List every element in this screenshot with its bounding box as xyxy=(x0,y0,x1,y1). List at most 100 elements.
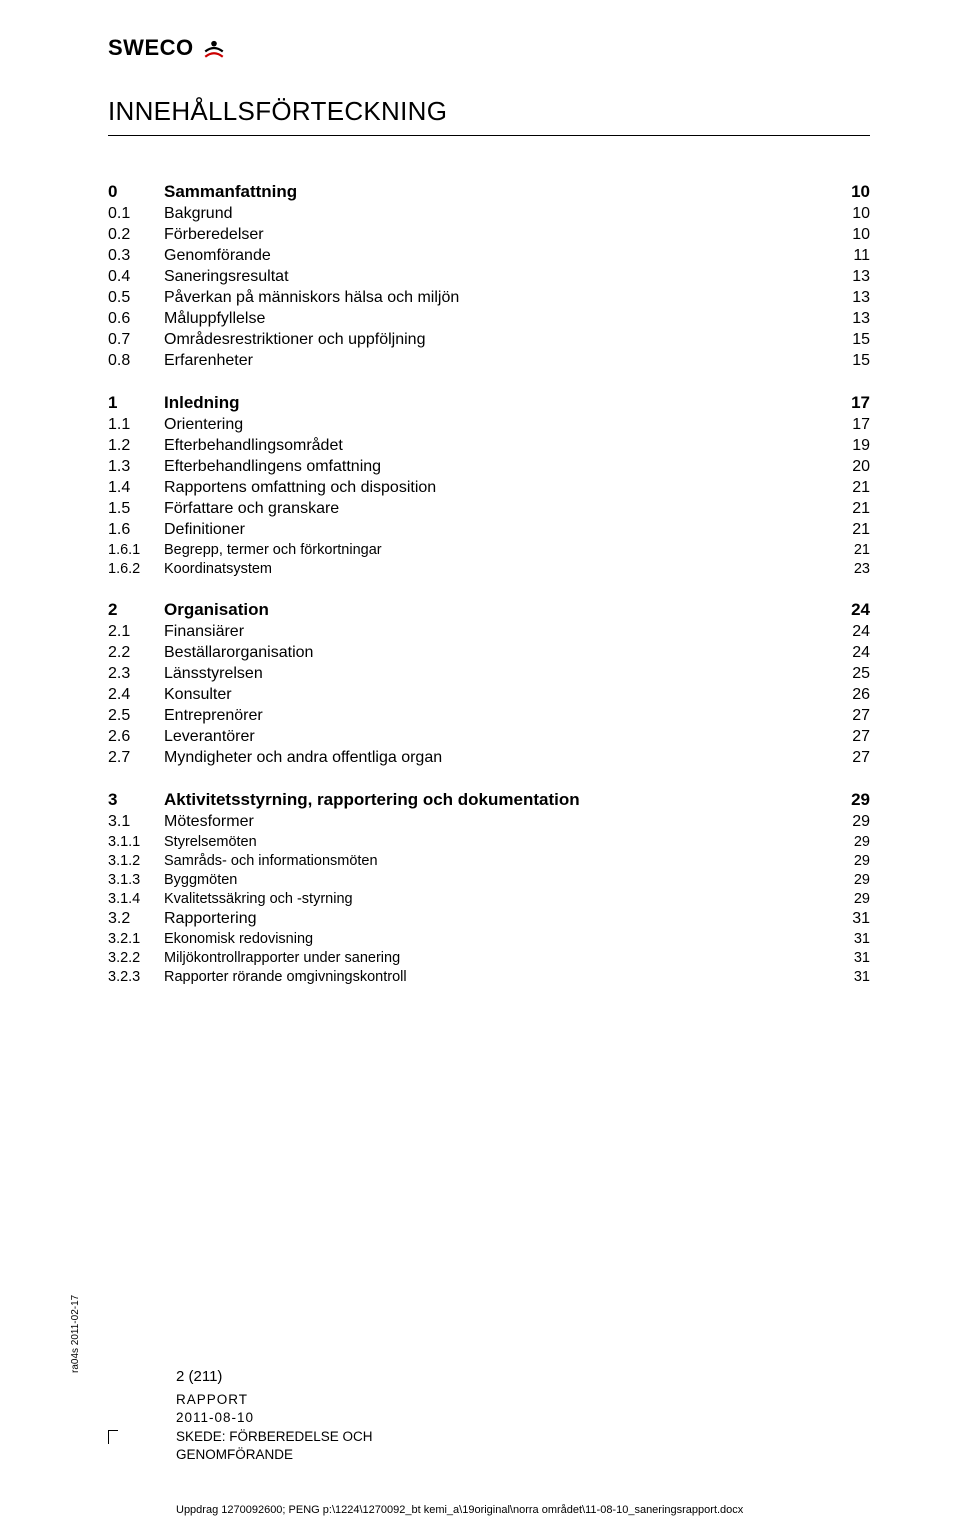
toc-label: Samråds- och informationsmöten xyxy=(164,853,830,869)
toc-label: Entreprenörer xyxy=(164,707,830,725)
toc-page: 31 xyxy=(830,950,870,966)
toc-page: 29 xyxy=(830,891,870,907)
toc-page: 21 xyxy=(830,479,870,497)
toc-page: 29 xyxy=(830,853,870,869)
toc-label: Aktivitetsstyrning, rapportering och dok… xyxy=(164,790,830,810)
toc-row: 2.4Konsulter26 xyxy=(108,684,870,705)
file-path: Uppdrag 1270092600; PENG p:\1224\1270092… xyxy=(176,1504,743,1516)
toc-row: 1.6Definitioner21 xyxy=(108,519,870,540)
toc-page: 25 xyxy=(830,665,870,683)
toc-number: 1.3 xyxy=(108,458,164,476)
toc-page: 10 xyxy=(830,205,870,223)
toc-page: 31 xyxy=(830,931,870,947)
toc-group: 1Inledning171.1Orientering171.2Efterbeha… xyxy=(108,391,870,578)
toc-page: 29 xyxy=(830,872,870,888)
toc-page: 27 xyxy=(830,749,870,767)
toc-label: Rapporter rörande omgivningskontroll xyxy=(164,969,830,985)
toc-row: 1.3Efterbehandlingens omfattning20 xyxy=(108,456,870,477)
toc-row: 2.2Beställarorganisation24 xyxy=(108,642,870,663)
toc-row: 3Aktivitetsstyrning, rapportering och do… xyxy=(108,788,870,811)
toc-number: 3.1.4 xyxy=(108,891,164,907)
toc-number: 3.1.2 xyxy=(108,853,164,869)
toc-number: 1.5 xyxy=(108,500,164,518)
toc-page: 13 xyxy=(830,310,870,328)
toc-page: 24 xyxy=(830,644,870,662)
toc-page: 15 xyxy=(830,331,870,349)
toc-page: 21 xyxy=(830,542,870,558)
toc-row: 1.1Orientering17 xyxy=(108,414,870,435)
toc-number: 0 xyxy=(108,182,164,202)
toc-number: 1.2 xyxy=(108,437,164,455)
toc-page: 29 xyxy=(830,834,870,850)
toc-label: Myndigheter och andra offentliga organ xyxy=(164,749,830,767)
toc-number: 3.1 xyxy=(108,813,164,831)
toc-page: 17 xyxy=(830,393,870,413)
table-of-contents: 0Sammanfattning100.1Bakgrund100.2Förbere… xyxy=(108,180,870,986)
toc-label: Rapportens omfattning och disposition xyxy=(164,479,830,497)
title-rule xyxy=(108,135,870,136)
toc-label: Förberedelser xyxy=(164,226,830,244)
report-skede-1: SKEDE: FÖRBEREDELSE OCH xyxy=(176,1428,373,1446)
toc-row: 1.5Författare och granskare21 xyxy=(108,498,870,519)
toc-number: 1 xyxy=(108,393,164,413)
toc-row: 0.6Måluppfyllelse13 xyxy=(108,308,870,329)
toc-number: 2.7 xyxy=(108,749,164,767)
footer-tick-mark xyxy=(108,1430,118,1444)
toc-label: Efterbehandlingsområdet xyxy=(164,437,830,455)
toc-label: Områdesrestriktioner och uppföljning xyxy=(164,331,830,349)
toc-page: 13 xyxy=(830,289,870,307)
toc-page: 24 xyxy=(830,600,870,620)
toc-page: 21 xyxy=(830,500,870,518)
toc-number: 3.2 xyxy=(108,910,164,928)
toc-row: 1Inledning17 xyxy=(108,391,870,414)
toc-number: 3.2.2 xyxy=(108,950,164,966)
toc-page: 24 xyxy=(830,623,870,641)
toc-row: 3.2.3Rapporter rörande omgivningskontrol… xyxy=(108,967,870,986)
toc-page: 20 xyxy=(830,458,870,476)
toc-row: 3.1.2Samråds- och informationsmöten29 xyxy=(108,851,870,870)
toc-label: Genomförande xyxy=(164,247,830,265)
toc-number: 2.4 xyxy=(108,686,164,704)
toc-row: 2.3Länsstyrelsen25 xyxy=(108,663,870,684)
toc-number: 0.2 xyxy=(108,226,164,244)
toc-number: 3.1.3 xyxy=(108,872,164,888)
toc-label: Inledning xyxy=(164,393,830,413)
toc-number: 3.2.1 xyxy=(108,931,164,947)
toc-page: 27 xyxy=(830,728,870,746)
toc-label: Länsstyrelsen xyxy=(164,665,830,683)
toc-label: Efterbehandlingens omfattning xyxy=(164,458,830,476)
toc-page: 27 xyxy=(830,707,870,725)
toc-label: Orientering xyxy=(164,416,830,434)
toc-number: 1.1 xyxy=(108,416,164,434)
toc-page: 29 xyxy=(830,790,870,810)
toc-label: Måluppfyllelse xyxy=(164,310,830,328)
report-meta: RAPPORT 2011-08-10 SKEDE: FÖRBEREDELSE O… xyxy=(176,1391,373,1464)
toc-row: 2.5Entreprenörer27 xyxy=(108,705,870,726)
logo: SWECO xyxy=(108,34,870,62)
toc-number: 2.2 xyxy=(108,644,164,662)
toc-group: 0Sammanfattning100.1Bakgrund100.2Förbere… xyxy=(108,180,870,371)
toc-row: 3.2.1Ekonomisk redovisning31 xyxy=(108,929,870,948)
page: SWECO INNEHÅLLSFÖRTECKNING 0Sammanfattni… xyxy=(0,0,960,1530)
toc-row: 0.1Bakgrund10 xyxy=(108,203,870,224)
toc-row: 1.6.2Koordinatsystem23 xyxy=(108,559,870,578)
toc-number: 0.1 xyxy=(108,205,164,223)
toc-row: 1.4Rapportens omfattning och disposition… xyxy=(108,477,870,498)
toc-page: 26 xyxy=(830,686,870,704)
toc-label: Styrelsemöten xyxy=(164,834,830,850)
logo-icon xyxy=(200,34,228,62)
toc-row: 0.2Förberedelser10 xyxy=(108,224,870,245)
logo-text: SWECO xyxy=(108,35,194,61)
toc-group: 3Aktivitetsstyrning, rapportering och do… xyxy=(108,788,870,986)
toc-page: 29 xyxy=(830,813,870,831)
toc-row: 2.1Finansiärer24 xyxy=(108,621,870,642)
toc-label: Kvalitetssäkring och -styrning xyxy=(164,891,830,907)
page-title: INNEHÅLLSFÖRTECKNING xyxy=(108,96,870,127)
toc-number: 1.6.1 xyxy=(108,542,164,558)
toc-label: Leverantörer xyxy=(164,728,830,746)
toc-page: 21 xyxy=(830,521,870,539)
toc-group: 2Organisation242.1Finansiärer242.2Bestäl… xyxy=(108,598,870,768)
toc-number: 0.3 xyxy=(108,247,164,265)
toc-number: 3 xyxy=(108,790,164,810)
toc-label: Erfarenheter xyxy=(164,352,830,370)
